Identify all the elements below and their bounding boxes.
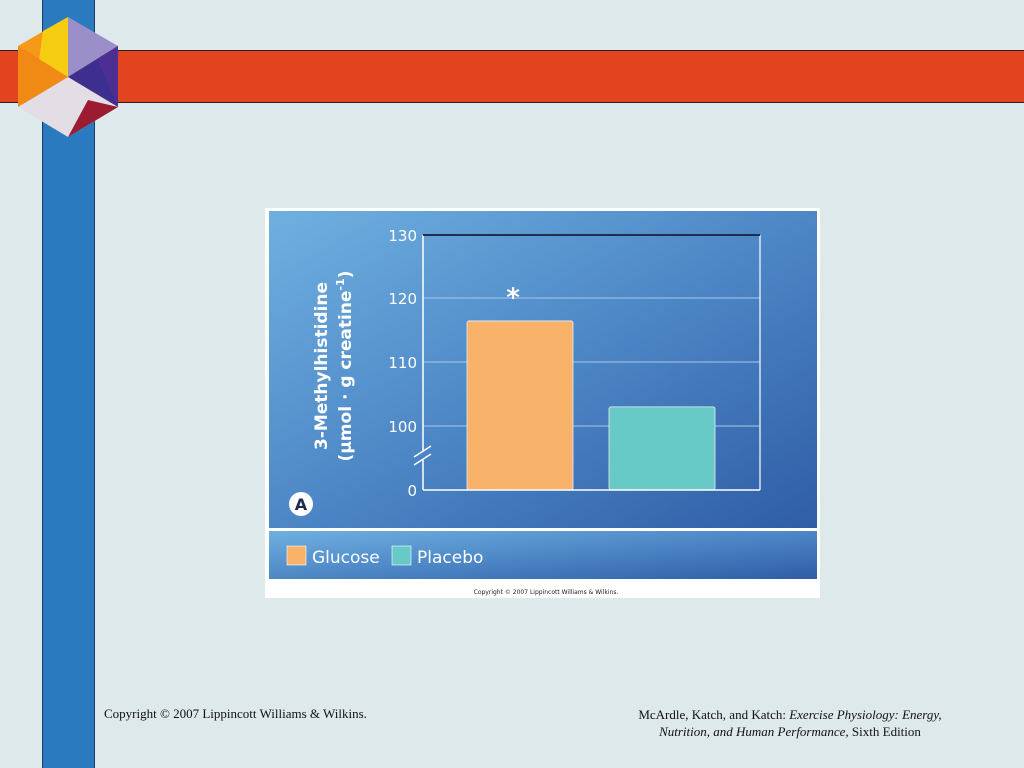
panel-letter-badge — [289, 492, 313, 516]
legend-swatch-placebo — [391, 545, 412, 566]
svg-text:(µmol · g creatine-1): (µmol · g creatine-1) — [334, 271, 356, 462]
top-accent-bar — [0, 50, 1024, 103]
y-tick-label-130: 130 — [388, 227, 417, 245]
cube-logo-icon — [18, 17, 118, 137]
legend-label-glucose: Glucose — [312, 548, 380, 568]
y-tick-label-110: 110 — [388, 354, 417, 372]
y-tick-label-0: 0 — [407, 482, 417, 500]
panel-letter: A — [295, 495, 308, 514]
y-axis-label-superscript: -1 — [334, 278, 347, 290]
y-axis-label: 3-Methylhistidine (µmol · g creatine-1) — [312, 271, 356, 462]
y-tick-label-120: 120 — [388, 290, 417, 308]
significance-asterisk: * — [506, 283, 520, 313]
bar-placebo — [608, 406, 716, 491]
y-axis-label-line1: 3-Methylhistidine — [312, 282, 332, 450]
bar-glucose — [466, 320, 574, 491]
citation-title-2: Nutrition, and Human Performance, — [659, 724, 849, 739]
footer-citation: McArdle, Katch, and Katch: Exercise Phys… — [600, 706, 980, 740]
citation-edition: Sixth Edition — [848, 724, 921, 739]
legend-label-placebo: Placebo — [417, 548, 483, 568]
axis-break-mark-1 — [413, 445, 432, 458]
bar-chart: 0 100 110 120 130 * 3-Methylhistidine (µmol … — [269, 211, 817, 596]
legend-background — [269, 531, 817, 579]
legend-swatch-glucose — [286, 545, 307, 566]
citation-title-1: Exercise Physiology: Energy, — [789, 707, 942, 722]
y-axis-label-close: ) — [336, 271, 356, 279]
y-axis-label-line2: (µmol · g creatine — [336, 291, 356, 462]
figure-copyright: Copyright © 2007 Lippincott Williams & W… — [474, 589, 619, 596]
citation-authors: McArdle, Katch, and Katch: — [638, 707, 790, 722]
figure-panel: 0 100 110 120 130 * 3-Methylhistidine (µmol … — [265, 208, 820, 598]
y-tick-label-100: 100 — [388, 418, 417, 436]
axis-break-mark-2 — [413, 453, 432, 466]
footer-copyright: Copyright © 2007 Lippincott Williams & W… — [104, 706, 367, 721]
